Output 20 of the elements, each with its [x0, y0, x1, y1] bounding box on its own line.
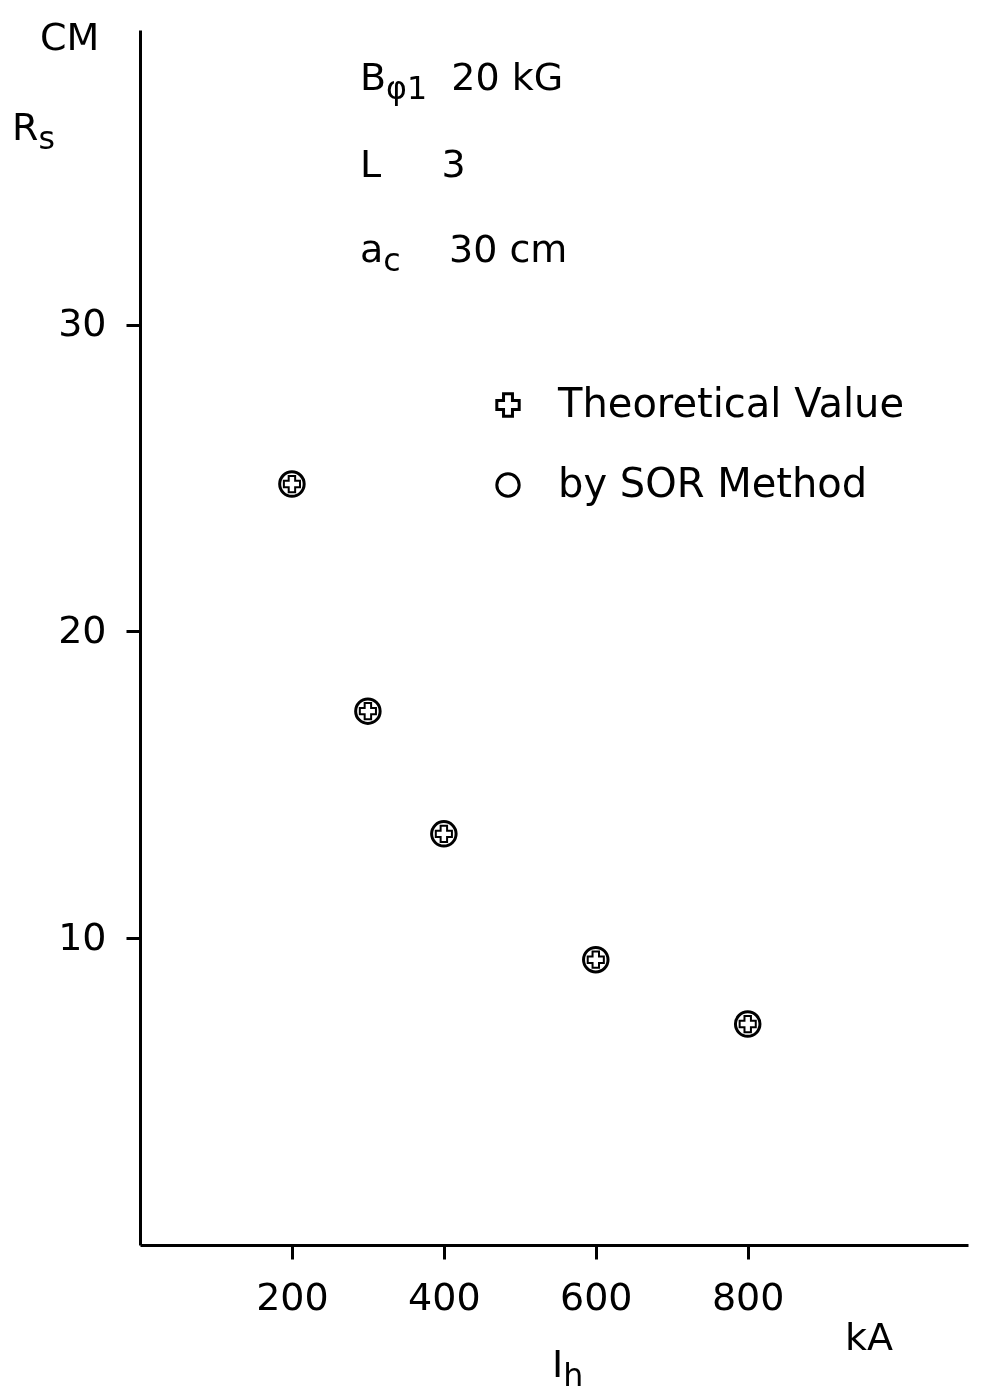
y-axis-title: R$_{s}$: [12, 105, 55, 156]
y-tick-label: 30: [58, 301, 107, 346]
legend-label: by SOR Method: [558, 460, 868, 506]
text: a$_{c}$ 30 cm: [360, 227, 568, 278]
annotation: L 3: [360, 142, 466, 186]
point: [582, 945, 610, 974]
y-tick-label: 10: [58, 914, 107, 959]
point: [278, 470, 306, 498]
point: [733, 1010, 762, 1038]
x-tick-label: 400: [408, 1274, 481, 1319]
annotation: B$_{φ1}$ 20 kG: [360, 55, 564, 106]
legend-label: Theoretical Value: [557, 380, 905, 426]
text: kA: [845, 1315, 894, 1359]
text: CM: [40, 15, 100, 59]
x-tick-label: 800: [711, 1274, 785, 1319]
y-tick-label: 20: [58, 607, 107, 652]
x-axis-title: I$_{h}$: [552, 1342, 584, 1393]
x-tick-label: 200: [256, 1274, 329, 1319]
point: [430, 820, 458, 848]
x-tick-label: 600: [560, 1274, 633, 1319]
